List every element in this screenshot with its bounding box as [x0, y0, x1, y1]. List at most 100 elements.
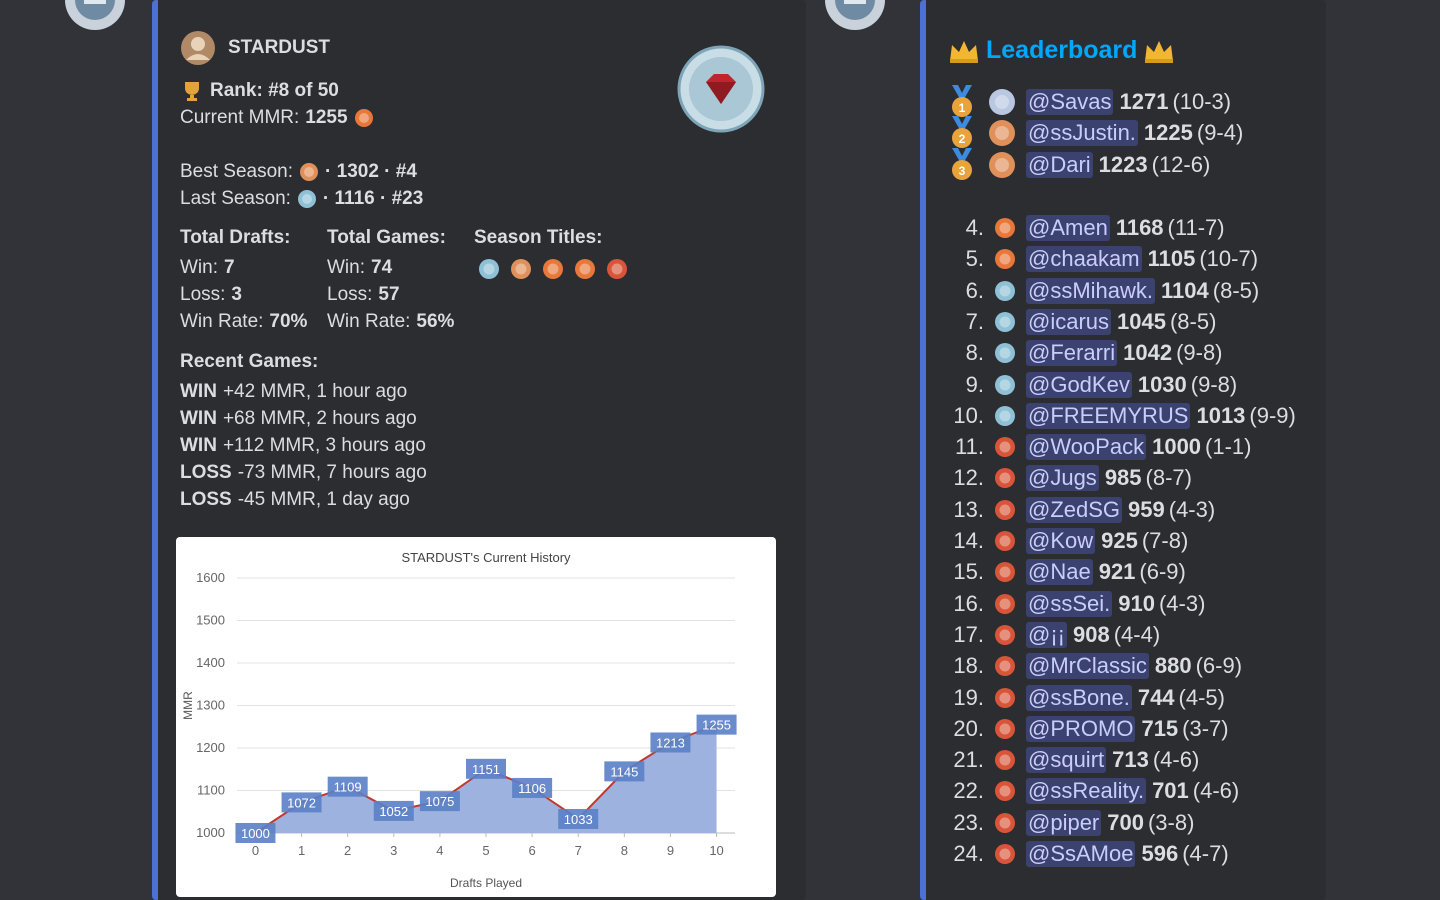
data-label-box [419, 791, 460, 812]
user-mention[interactable]: @SsAMoe [1026, 841, 1136, 867]
y-tick-label: 1300 [196, 698, 225, 713]
icon-core [995, 126, 1009, 141]
user-mention[interactable]: @piper [1026, 809, 1102, 836]
stat-value: 3 [231, 284, 242, 305]
user-mention[interactable]: @¡¡ [1026, 621, 1067, 648]
icon-disc [989, 120, 1015, 147]
icon-disc [995, 781, 1015, 802]
mmr: 1000 [1152, 434, 1202, 460]
icon [354, 109, 373, 127]
rank-number: 24. [953, 841, 984, 866]
recent-games-heading-row: Recent Games: [180, 351, 318, 373]
profile-name: STARDUST [228, 37, 331, 58]
user-mention[interactable]: @ssMihawk. [1026, 277, 1156, 304]
mmr: 921 [1098, 559, 1136, 585]
icon-disc [607, 259, 627, 279]
x-axis-title: Drafts Played [450, 876, 522, 890]
bot-avatar[interactable] [820, 0, 890, 34]
stat-label: Win Rate: [180, 311, 264, 332]
icon [543, 259, 563, 279]
stat-value: 7 [224, 257, 235, 278]
stat-row: Win: 74 [327, 257, 392, 279]
user-mention[interactable]: @squirt [1026, 747, 1107, 774]
data-label: 1052 [379, 804, 408, 819]
leaderboard-row: 16. @ssSei. 910 (4-3) [946, 589, 1205, 619]
record: (4-4) [1113, 621, 1161, 647]
user-mention[interactable]: @ssSei. [1026, 590, 1113, 617]
user-mention[interactable]: @Amen [1026, 215, 1110, 241]
mmr: 1168 [1115, 215, 1164, 240]
rank-number: 12. [953, 465, 984, 491]
season-titles [478, 258, 628, 280]
user-mention[interactable]: @chaakam [1026, 246, 1142, 273]
game-detail: -73 MMR, 7 hours ago [237, 462, 427, 483]
rank-number: 21. [953, 747, 984, 773]
user-mention[interactable]: @ZedSG [1026, 496, 1123, 523]
user-mention[interactable]: @Kow [1026, 528, 1096, 554]
icon-core [301, 194, 312, 204]
icon [995, 343, 1015, 364]
data-label: 1109 [334, 780, 362, 795]
rank-number: 13. [953, 496, 984, 522]
trophy-icon [185, 82, 199, 101]
user-mention[interactable]: @MrClassic [1026, 653, 1149, 680]
record: (4-3) [1158, 590, 1206, 616]
mmr: 715 [1141, 715, 1179, 741]
data-label-box [558, 808, 599, 829]
data-label: 1213 [656, 735, 685, 750]
medal-number: 3 [959, 164, 966, 178]
icon [995, 718, 1015, 739]
rank-number: 18. [953, 653, 984, 679]
mmr: 701 [1152, 778, 1189, 804]
icon-core [483, 263, 495, 275]
icon-core [611, 263, 623, 275]
user-mention[interactable]: @ssReality. [1026, 778, 1147, 805]
icon-disc [995, 437, 1015, 458]
recent-game: WIN +42 MMR, 1 hour ago [180, 381, 407, 403]
rank-number: 6. [965, 277, 984, 303]
user-mention[interactable]: @Nae [1026, 559, 1093, 586]
icon [995, 781, 1015, 802]
icon [511, 259, 531, 279]
best-season-row: Best Season: · 1302 · #4 [180, 161, 417, 183]
x-tick-label: 8 [621, 843, 628, 858]
icon [995, 844, 1015, 864]
data-label-box [327, 776, 368, 797]
leaderboard-row: 20. @PROMO 715 (3-7) [946, 714, 1229, 744]
user-mention[interactable]: @FREEMYRUS [1026, 402, 1191, 429]
bot-avatar[interactable] [60, 0, 130, 34]
rank-number: 10. [953, 402, 984, 428]
mmr: 910 [1118, 590, 1155, 616]
icon-core [999, 535, 1011, 547]
x-tick-label: 10 [709, 843, 723, 858]
current-mmr-label: Current MMR: [180, 107, 300, 128]
game-result: WIN [180, 408, 217, 429]
data-label-box [281, 792, 322, 813]
icon [607, 259, 627, 279]
icon-core [999, 660, 1011, 672]
icon [989, 151, 1015, 178]
icon [995, 624, 1015, 645]
x-tick-label: 7 [575, 843, 582, 858]
user-mention[interactable]: @WooPack [1026, 434, 1147, 461]
user-mention[interactable]: @Jugs [1026, 465, 1099, 492]
user-mention[interactable]: @Dari [1026, 151, 1093, 178]
user-mention[interactable]: @ssJustin. [1026, 120, 1138, 147]
data-label-box [466, 758, 506, 779]
stat-row: Loss: 57 [327, 284, 400, 306]
record: (9-9) [1249, 402, 1296, 428]
user-mention[interactable]: @Savas [1026, 89, 1114, 115]
icon [995, 249, 1015, 270]
user-mention[interactable]: @PROMO [1026, 715, 1136, 742]
user-mention[interactable]: @Ferarri [1026, 340, 1118, 367]
last-season: · 1116 · #23 [322, 188, 424, 209]
user-mention[interactable]: @GodKev [1026, 371, 1132, 398]
icon-disc [354, 109, 373, 127]
user-mention[interactable]: @icarus [1026, 308, 1112, 335]
icon-core [999, 566, 1011, 578]
record: (6-9) [1139, 559, 1186, 585]
rank-number: 4. [965, 215, 984, 240]
data-label-box [512, 777, 553, 798]
user-mention[interactable]: @ssBone. [1026, 684, 1132, 711]
data-label: 1145 [610, 764, 638, 779]
